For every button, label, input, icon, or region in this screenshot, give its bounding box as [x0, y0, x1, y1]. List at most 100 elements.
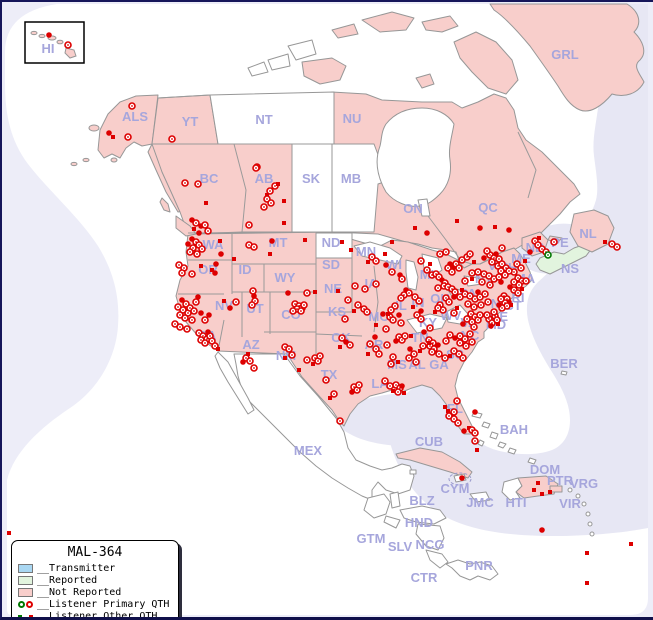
- gulf-of-mexico-sea: [338, 393, 456, 446]
- marker-listener-cluster-dot: [407, 346, 413, 352]
- marker-listener-other-qth: [390, 240, 394, 244]
- marker-listener-primary-qth: [478, 278, 486, 286]
- marker-listener-other-qth: [232, 257, 236, 261]
- marker-listener-cluster-dot: [206, 312, 212, 318]
- marker-listener-other-qth: [204, 201, 208, 205]
- region-label-cym: CYM: [441, 481, 470, 496]
- marker-listener-primary-qth: [168, 135, 176, 143]
- region-blz: [389, 491, 401, 509]
- marker-listener-other-qth: [383, 252, 387, 256]
- marker-listener-cluster-dot: [285, 290, 291, 296]
- marker-listener-primary-qth: [461, 277, 469, 285]
- region-slv: [383, 515, 401, 529]
- region-ncg: [415, 523, 445, 551]
- marker-listener-primary-qth: [442, 337, 450, 345]
- marker-listener-cluster-dot: [475, 289, 481, 295]
- marker-listener-primary-qth: [456, 339, 464, 347]
- devon-island: [421, 15, 459, 33]
- region-label-bc: BC: [200, 171, 219, 186]
- marker-listener-other-qth: [455, 306, 459, 310]
- region-label-blz: BLZ: [409, 493, 434, 508]
- region-label-ber: BER: [550, 356, 578, 371]
- marker-listener-primary-qth: [415, 297, 423, 305]
- banks-island: [287, 39, 317, 61]
- marker-listener-primary-qth: [453, 397, 461, 405]
- region-label-gtm: GTM: [357, 531, 386, 546]
- marker-listener-primary-qth: [124, 133, 132, 141]
- marker-listener-primary-qth: [193, 250, 201, 258]
- marker-listener-primary-qth: [450, 309, 458, 317]
- marker-listener-other-qth: [585, 551, 589, 555]
- marker-listener-primary-qth: [303, 289, 311, 297]
- marker-listener-cluster-dot: [46, 32, 52, 38]
- marker-listener-other-qth: [585, 581, 589, 585]
- region-label-ctr: CTR: [411, 570, 438, 585]
- southampton-island: [415, 73, 435, 89]
- marker-listener-other-qth: [340, 240, 344, 244]
- region-label-hti: HTI: [506, 495, 527, 510]
- green-circle-icon: [18, 600, 25, 608]
- marker-listener-other-qth: [520, 287, 524, 291]
- marker-listener-primary-qth: [445, 298, 453, 306]
- marker-listener-cluster-dot: [481, 255, 487, 261]
- marker-listener-primary-qth: [388, 268, 396, 276]
- marker-listener-other-qth: [282, 199, 286, 203]
- marker-listener-primary-qth: [451, 288, 459, 296]
- ellesmere-island: [361, 11, 415, 33]
- region-gtm: [363, 493, 391, 519]
- marker-listener-other-qth: [548, 490, 552, 494]
- legend-box: MAL-364 __Transmitter __Reported __Not R…: [11, 540, 179, 617]
- marker-listener-other-qth: [629, 542, 633, 546]
- marker-listener-other-qth: [366, 260, 370, 264]
- marker-listener-other-qth: [448, 354, 452, 358]
- marker-listener-primary-qth: [397, 294, 405, 302]
- marker-listener-other-qth: [532, 488, 536, 492]
- haida-gwaii: [159, 197, 171, 213]
- marker-listener-other-qth: [199, 264, 203, 268]
- marker-listener-primary-qth: [514, 289, 522, 297]
- marker-listener-other-qth: [537, 236, 541, 240]
- marker-listener-other-qth: [443, 405, 447, 409]
- marker-listener-cluster-dot: [196, 230, 202, 236]
- marker-listener-cluster-dot: [435, 342, 441, 348]
- region-label-ks: KS: [328, 304, 346, 319]
- marker-listener-primary-qth: [389, 316, 397, 324]
- region-label-ns: NS: [561, 261, 579, 276]
- marker-listener-primary-qth: [419, 342, 427, 350]
- marker-listener-cluster-dot: [269, 238, 275, 244]
- marker-listener-primary-qth: [322, 376, 330, 384]
- marker-listener-primary-qth: [488, 258, 496, 266]
- region-label-grl: GRL: [551, 47, 579, 62]
- marker-listener-cluster-dot: [451, 294, 457, 300]
- marker-listener-primary-qth: [178, 269, 186, 277]
- region-label-yt: YT: [182, 114, 199, 129]
- marker-listener-primary-qth: [462, 342, 470, 350]
- marker-listener-primary-qth: [522, 277, 530, 285]
- baja-california: [214, 351, 255, 415]
- marker-listener-primary-qth: [483, 311, 491, 319]
- marker-listener-primary-qth: [289, 307, 297, 315]
- region-hnd: [399, 505, 447, 525]
- marker-listener-cluster-dot: [349, 389, 355, 395]
- marker-listener-primary-qth: [423, 266, 431, 274]
- marker-listener-cluster-dot: [396, 312, 402, 318]
- marker-listener-primary-qth: [517, 264, 525, 272]
- marker-listener-other-qth: [409, 334, 413, 338]
- marker-listener-primary-qth: [481, 290, 489, 298]
- marker-listener-other-qth: [328, 396, 332, 400]
- marker-listener-cluster-dot: [421, 329, 427, 335]
- marker-listener-primary-qth: [490, 308, 498, 316]
- marker-listener-other-qth: [475, 448, 479, 452]
- marker-listener-primary-qth: [436, 250, 444, 258]
- marker-listener-primary-qth: [250, 364, 258, 372]
- marker-listener-other-qth: [472, 260, 476, 264]
- marker-listener-primary-qth: [501, 271, 509, 279]
- region-label-qc: QC: [478, 200, 498, 215]
- marker-listener-primary-qth: [246, 357, 254, 365]
- marker-listener-other-qth: [428, 262, 432, 266]
- marker-listener-primary-qth: [435, 350, 443, 358]
- marker-listener-other-qth: [493, 225, 497, 229]
- marker-listener-other-qth: [413, 226, 417, 230]
- marker-listener-primary-qth: [417, 315, 425, 323]
